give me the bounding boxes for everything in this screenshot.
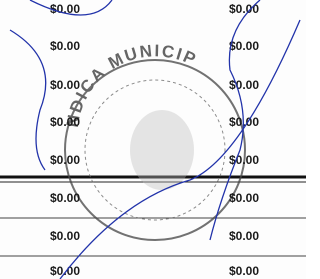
amount-left: $0.00: [50, 229, 80, 243]
amount-right: $0.00: [229, 229, 259, 243]
scanned-document: NDICA MUNICIP $0.00$0.00$0.00$0.00$0.00$…: [0, 0, 306, 279]
amount-left: $0.00: [50, 153, 80, 167]
amount-right: $0.00: [229, 78, 259, 92]
amount-left: $0.00: [50, 264, 80, 278]
amount-left: $0.00: [50, 115, 80, 129]
amount-right: $0.00: [229, 264, 259, 278]
amount-left: $0.00: [50, 39, 80, 53]
amount-left: $0.00: [50, 78, 80, 92]
amount-left: $0.00: [50, 2, 80, 16]
stamp-emblem: [130, 110, 194, 190]
amount-right: $0.00: [229, 191, 259, 205]
amount-left: $0.00: [50, 191, 80, 205]
page: {"rows": [["$0.00", "$0.00"], ["$0.00", …: [0, 0, 306, 279]
amount-right: $0.00: [229, 39, 259, 53]
